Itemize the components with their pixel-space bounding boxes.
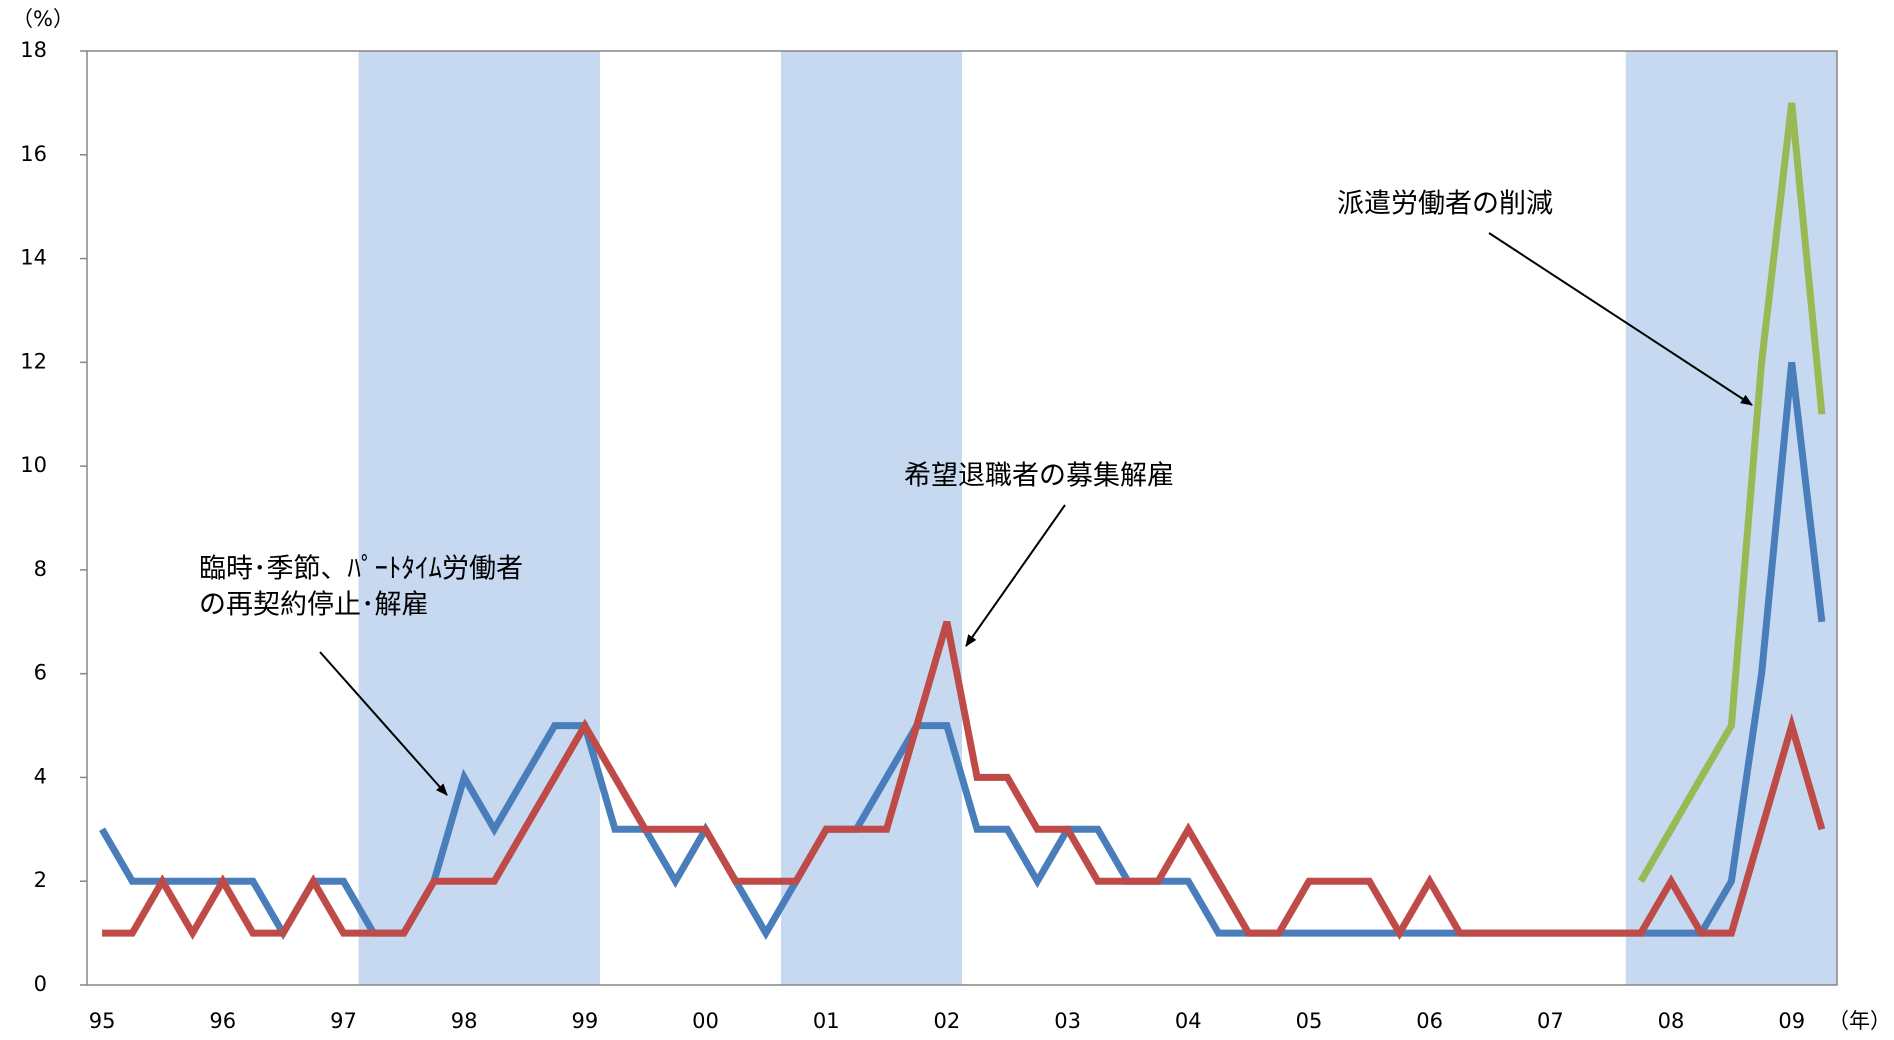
x-tick-label: 97: [330, 1009, 357, 1033]
plot-frame: [86, 50, 1838, 986]
recession-band: [1625, 51, 1837, 985]
x-tick-label: 08: [1658, 1009, 1685, 1033]
y-tick-label: 14: [20, 246, 47, 270]
recession-band: [780, 51, 962, 985]
y-tick-label: 4: [34, 764, 47, 788]
x-tick-label: 04: [1175, 1009, 1202, 1033]
annotation-arrow: [319, 651, 448, 796]
series-line: [1637, 102, 1826, 883]
y-unit: （%）: [12, 7, 74, 31]
x-tick-label: 03: [1054, 1009, 1081, 1033]
annotation: 臨時･季節、ﾊﾟｰﾄﾀｲﾑ労働者: [199, 554, 523, 585]
y-tick-label: 18: [20, 38, 47, 62]
series-line: [102, 620, 1826, 941]
y-tick-label: 10: [20, 453, 47, 477]
x-unit: （年）: [1828, 1009, 1891, 1033]
x-tick-label: 95: [89, 1009, 116, 1033]
x-tick-label: 99: [571, 1009, 598, 1033]
recession-shading: [358, 51, 1837, 985]
y-tick-label: 8: [34, 557, 47, 581]
x-tick-label: 09: [1778, 1009, 1805, 1033]
x-tick-label: 96: [209, 1009, 236, 1033]
annotation: 希望退職者の募集解雇: [904, 461, 1174, 492]
y-tick-label: 12: [20, 349, 47, 373]
recession-band: [358, 51, 600, 985]
y-tick-label: 2: [34, 868, 47, 892]
x-tick-label: 02: [934, 1009, 961, 1033]
x-tick-label: 07: [1537, 1009, 1564, 1033]
x-tick-label: 98: [451, 1009, 478, 1033]
annotation-arrow: [1488, 232, 1753, 406]
annotation: の再契約停止･解雇: [199, 590, 429, 621]
x-tick-label: 01: [813, 1009, 840, 1033]
annotation: 派遣労働者の削減: [1337, 189, 1553, 220]
x-tick-label: 06: [1416, 1009, 1443, 1033]
annotation-arrow: [965, 504, 1066, 647]
y-tick-label: 16: [20, 142, 47, 166]
y-tick-label: 6: [34, 661, 47, 685]
x-tick-label: 05: [1296, 1009, 1323, 1033]
series: [99, 102, 1826, 941]
y-tick-label: 0: [34, 972, 47, 996]
x-tick-label: 00: [692, 1009, 719, 1033]
